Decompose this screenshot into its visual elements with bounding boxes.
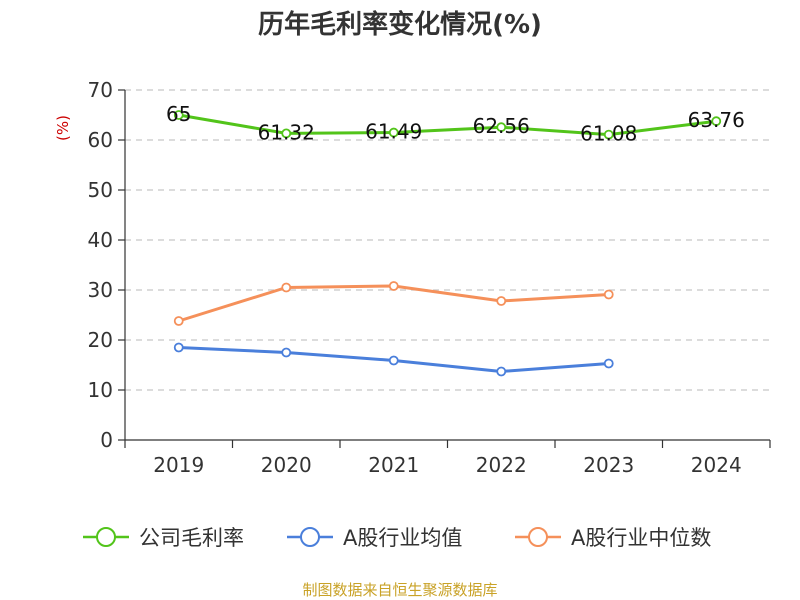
x-tick-label: 2022 (476, 453, 527, 477)
legend-label: A股行业中位数 (571, 526, 711, 550)
y-tick-label: 0 (100, 428, 113, 452)
y-tick-label: 50 (88, 178, 113, 202)
y-tick-labels: 0 10 20 30 40 50 60 70 (88, 78, 113, 452)
data-point (281, 347, 292, 358)
data-point (281, 128, 292, 139)
data-label: 63.76 (688, 108, 745, 132)
x-tick-label: 2020 (261, 453, 312, 477)
x-tick-labels: 2019 2020 2021 2022 2023 2024 (153, 453, 741, 477)
data-point (603, 129, 614, 140)
x-tick-label: 2021 (368, 453, 419, 477)
data-label: 61.08 (580, 122, 637, 146)
data-label: 62.56 (473, 114, 530, 138)
x-tick-label: 2023 (583, 453, 634, 477)
legend-item-2[interactable]: A股行业均值 (287, 526, 462, 550)
grid-lines (125, 89, 770, 391)
axes (118, 89, 771, 448)
data-point (173, 342, 184, 353)
series-line (178, 113, 717, 137)
legend-label: A股行业均值 (343, 526, 462, 550)
data-point (388, 281, 399, 291)
y-tick-label: 60 (88, 128, 113, 152)
series-group: 65 61.32 61.49 62.56 61.08 63.76 (166, 102, 745, 377)
y-tick-label: 40 (88, 228, 113, 252)
y-tick-label: 20 (88, 328, 113, 352)
legend-swatch-circle (300, 527, 320, 547)
series-3 (173, 281, 614, 326)
data-label: 61.32 (258, 120, 315, 144)
x-tick-label: 2019 (153, 453, 204, 477)
data-point (388, 127, 399, 138)
series-2 (173, 342, 614, 377)
y-tick-label: 70 (88, 78, 113, 102)
source-note: 制图数据来自恒生聚源数据库 (302, 581, 497, 599)
data-point (496, 122, 507, 133)
data-label: 61.49 (365, 120, 422, 144)
legend-item-1[interactable]: 公司毛利率 (83, 526, 244, 550)
data-label: 65 (166, 102, 191, 126)
data-point (281, 282, 292, 293)
y-tick-label: 10 (88, 378, 113, 402)
data-point (388, 355, 399, 366)
data-point (173, 110, 184, 120)
data-point (711, 116, 722, 127)
legend-label: 公司毛利率 (139, 526, 244, 550)
data-point (173, 316, 184, 326)
data-point (496, 366, 507, 377)
data-point (603, 358, 614, 369)
data-point (496, 296, 507, 306)
legend-swatch-circle (528, 527, 548, 547)
y-axis-label: (%) (54, 115, 72, 141)
data-point (603, 289, 614, 300)
series-1: 65 61.32 61.49 62.56 61.08 63.76 (166, 102, 745, 146)
chart-title: 历年毛利率变化情况(%) (258, 9, 542, 40)
legend-item-3[interactable]: A股行业中位数 (515, 526, 711, 550)
x-tick-label: 2024 (691, 453, 742, 477)
legend-swatch-circle (96, 527, 116, 547)
series-line (178, 284, 609, 323)
legend[interactable]: 公司毛利率 A股行业均值 A股行业中位数 (83, 526, 711, 550)
y-tick-label: 30 (88, 278, 113, 302)
